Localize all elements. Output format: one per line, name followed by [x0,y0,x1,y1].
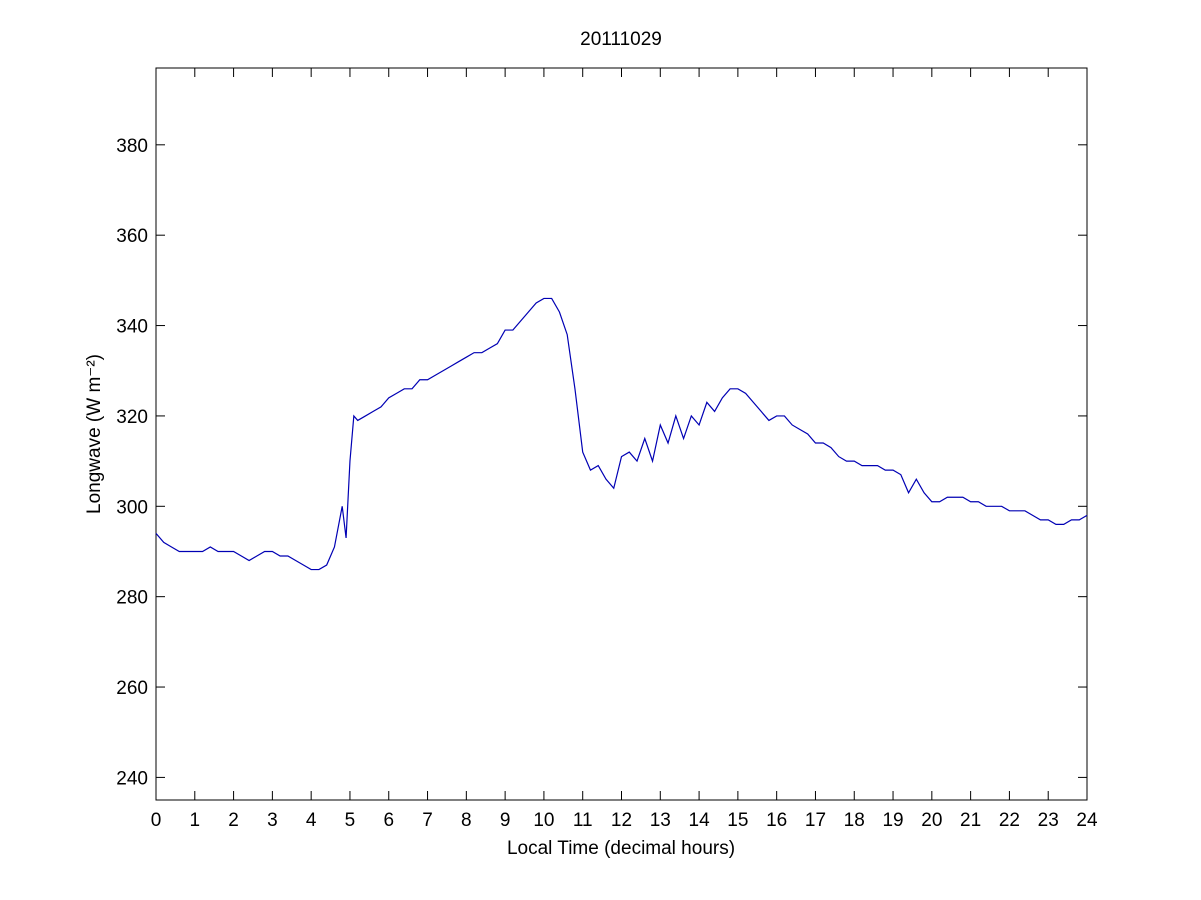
x-tick-label: 10 [533,810,554,831]
x-tick-label: 1 [190,810,201,831]
data-line [155,297,1088,571]
x-tick-label: 9 [500,810,511,831]
x-tick-label: 17 [805,810,826,831]
y-tick-label: 280 [116,588,148,609]
y-tick-label: 300 [116,497,148,518]
y-tick-label: 320 [116,407,148,428]
y-tick-label: 360 [116,226,148,247]
x-tick-label: 24 [1076,810,1098,831]
x-tick-label: 12 [611,810,632,831]
x-tick-label: 23 [1038,810,1059,831]
x-tick-label: 5 [345,810,356,831]
x-tick-label: 11 [573,810,593,831]
x-tick-label: 16 [766,810,787,831]
y-tick-label: 380 [116,136,148,157]
x-tick-label: 4 [306,810,317,831]
x-tick-label: 13 [650,810,671,831]
x-tick-label: 6 [383,810,394,831]
y-axis-label: Longwave (W m⁻²) [84,354,105,514]
chart-title: 20111029 [580,29,662,50]
x-tick-label: 15 [727,810,748,831]
x-tick-label: 8 [461,810,472,831]
x-tick-label: 7 [422,810,433,831]
x-axis-label: Local Time (decimal hours) [507,838,735,859]
x-tick-label: 20 [921,810,942,831]
x-tick-label: 14 [689,810,711,831]
x-tick-label: 3 [267,810,278,831]
x-tick-label: 19 [882,810,903,831]
x-tick-label: 22 [999,810,1020,831]
y-tick-label: 340 [116,317,148,338]
y-tick-label: 240 [116,768,148,789]
x-tick-label: 18 [844,810,865,831]
y-tick-label: 260 [116,678,148,699]
x-tick-label: 2 [228,810,239,831]
x-tick-label: 21 [960,810,981,831]
x-tick-label: 0 [151,810,162,831]
